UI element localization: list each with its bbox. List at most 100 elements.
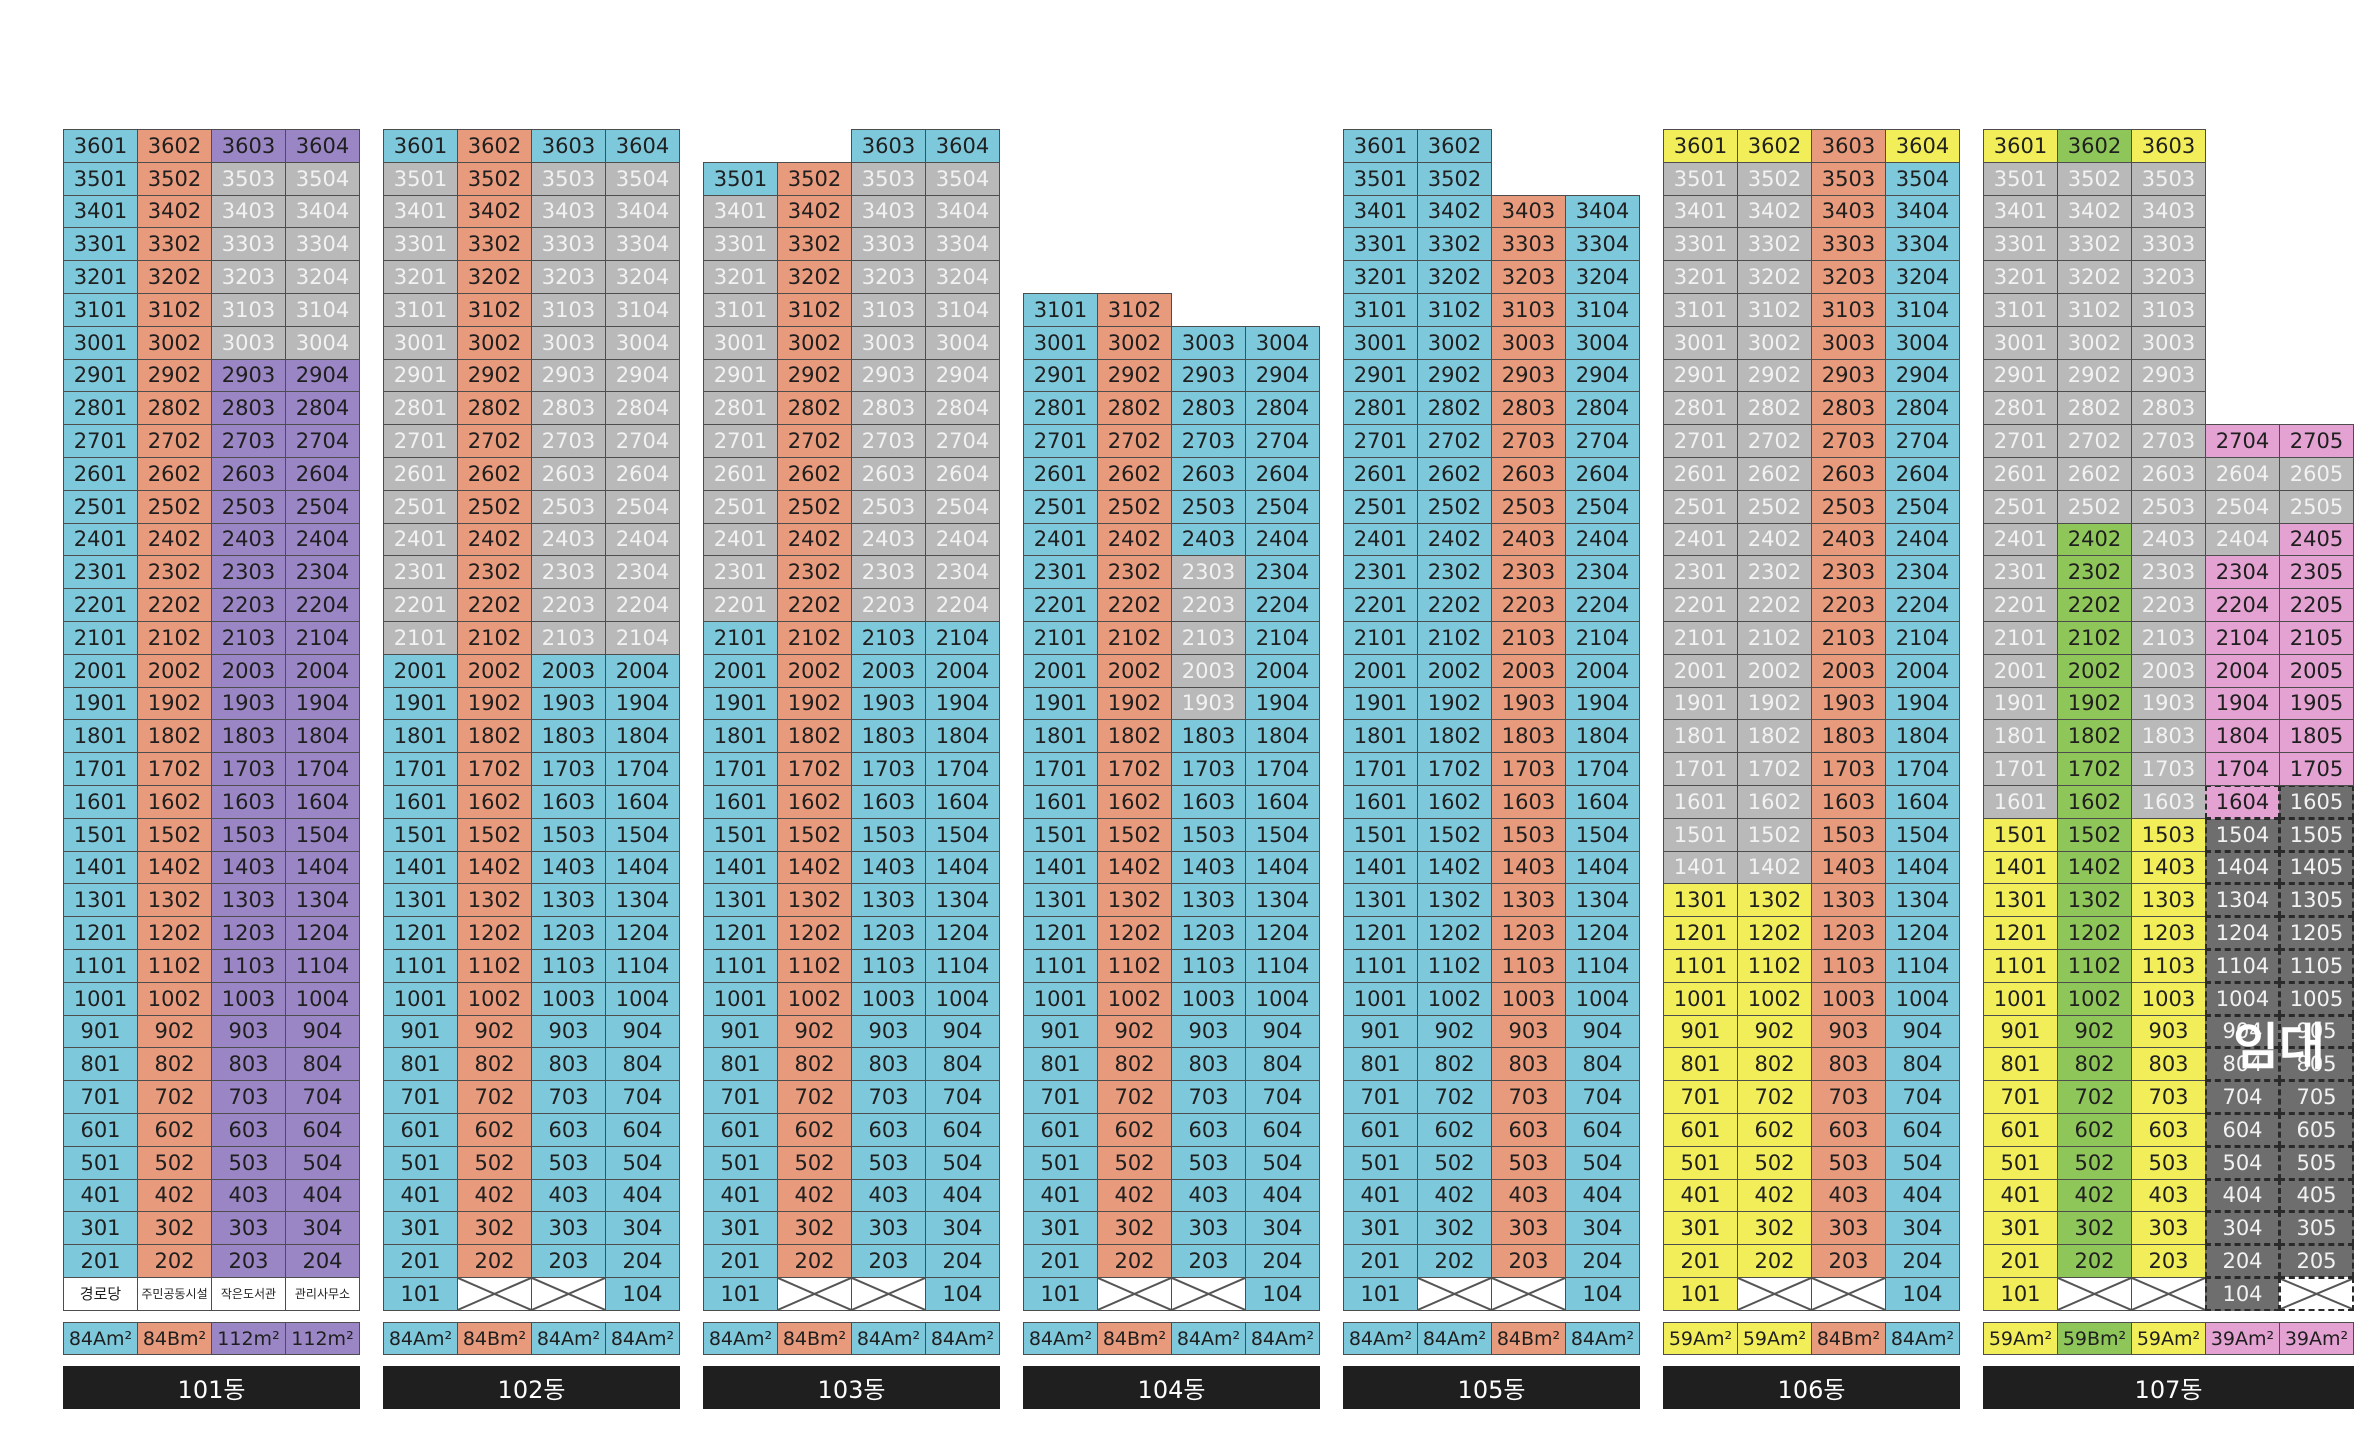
- unit-cell[interactable]: 2302: [1737, 555, 1812, 590]
- unit-cell[interactable]: 3004: [1565, 325, 1640, 360]
- unit-cell[interactable]: 501: [1983, 1145, 2058, 1180]
- unit-cell[interactable]: 1002: [457, 981, 532, 1016]
- unit-cell[interactable]: 801: [383, 1047, 458, 1082]
- unit-cell[interactable]: 1902: [1097, 686, 1172, 721]
- unit-cell[interactable]: 3004: [285, 325, 360, 360]
- unit-cell[interactable]: 3004: [605, 325, 680, 360]
- unit-cell[interactable]: 1604: [925, 785, 1000, 819]
- unit-cell[interactable]: 3203: [851, 260, 926, 294]
- unit-cell[interactable]: 1801: [1343, 719, 1418, 754]
- unit-cell[interactable]: 1101: [1663, 949, 1738, 983]
- unit-cell[interactable]: 1604: [1565, 785, 1640, 819]
- unit-cell[interactable]: 2301: [63, 555, 138, 590]
- unit-cell[interactable]: 2502: [137, 489, 212, 524]
- unit-cell[interactable]: 1304: [605, 883, 680, 918]
- unit-cell[interactable]: 2203: [1171, 588, 1246, 622]
- unit-cell[interactable]: 1703: [851, 752, 926, 786]
- unit-cell[interactable]: 3402: [777, 194, 852, 229]
- unit-cell[interactable]: 1904: [2205, 686, 2280, 721]
- unit-cell[interactable]: 1301: [1663, 883, 1738, 918]
- unit-cell[interactable]: 3002: [457, 325, 532, 360]
- unit-cell[interactable]: 2903: [1811, 358, 1886, 393]
- unit-cell[interactable]: 1304: [2205, 883, 2280, 918]
- unit-cell[interactable]: 1803: [1811, 719, 1886, 754]
- unit-cell[interactable]: 405: [2279, 1178, 2354, 1213]
- unit-cell[interactable]: 204: [925, 1244, 1000, 1278]
- unit-cell[interactable]: 2801: [383, 391, 458, 426]
- unit-cell[interactable]: 1901: [1023, 686, 1098, 721]
- unit-cell[interactable]: 1002: [1737, 981, 1812, 1016]
- unit-cell[interactable]: 1202: [1097, 916, 1172, 950]
- unit-cell[interactable]: 2403: [1491, 522, 1566, 557]
- unit-cell[interactable]: 504: [1885, 1145, 1960, 1180]
- unit-cell[interactable]: 3401: [383, 194, 458, 229]
- unit-cell[interactable]: 1701: [1663, 752, 1738, 786]
- unit-cell[interactable]: 2903: [211, 358, 286, 393]
- unit-cell[interactable]: 1102: [2057, 949, 2132, 983]
- unit-cell[interactable]: 2502: [1737, 489, 1812, 524]
- unit-cell[interactable]: 3603: [2131, 129, 2206, 163]
- unit-cell[interactable]: 2902: [1417, 358, 1492, 393]
- unit-cell[interactable]: 2003: [1171, 653, 1246, 688]
- unit-cell[interactable]: 701: [63, 1080, 138, 1114]
- unit-cell[interactable]: 3203: [211, 260, 286, 294]
- unit-cell[interactable]: 2503: [211, 489, 286, 524]
- unit-cell[interactable]: 1801: [1023, 719, 1098, 754]
- unit-cell[interactable]: 1301: [1343, 883, 1418, 918]
- unit-cell[interactable]: 2501: [383, 489, 458, 524]
- unit-cell[interactable]: 2801: [1343, 391, 1418, 426]
- unit-cell[interactable]: 2904: [1245, 358, 1320, 393]
- unit-cell[interactable]: 1303: [2131, 883, 2206, 918]
- unit-cell[interactable]: 1702: [1417, 752, 1492, 786]
- unit-cell[interactable]: 2303: [211, 555, 286, 590]
- unit-cell[interactable]: 2904: [925, 358, 1000, 393]
- unit-cell[interactable]: 2604: [605, 457, 680, 491]
- unit-cell[interactable]: 1704: [1565, 752, 1640, 786]
- unit-cell[interactable]: 2401: [1023, 522, 1098, 557]
- unit-cell[interactable]: 2202: [1097, 588, 1172, 622]
- unit-cell[interactable]: 2703: [1491, 424, 1566, 458]
- unit-cell[interactable]: 2601: [703, 457, 778, 491]
- unit-cell[interactable]: 2002: [777, 653, 852, 688]
- unit-cell[interactable]: 2503: [1491, 489, 1566, 524]
- unit-cell[interactable]: 802: [457, 1047, 532, 1082]
- unit-cell[interactable]: 403: [2131, 1178, 2206, 1213]
- unit-cell[interactable]: 2302: [1417, 555, 1492, 590]
- unit-cell[interactable]: 1602: [2057, 785, 2132, 819]
- unit-cell[interactable]: 601: [1983, 1113, 2058, 1147]
- unit-cell[interactable]: 1404: [2205, 850, 2280, 885]
- unit-cell[interactable]: 901: [1343, 1014, 1418, 1049]
- unit-cell[interactable]: 3102: [1417, 293, 1492, 327]
- unit-cell[interactable]: 903: [211, 1014, 286, 1049]
- unit-cell[interactable]: 2004: [2205, 653, 2280, 688]
- unit-cell[interactable]: 702: [1417, 1080, 1492, 1114]
- unit-cell[interactable]: 703: [2131, 1080, 2206, 1114]
- unit-cell[interactable]: 2501: [63, 489, 138, 524]
- unit-cell[interactable]: 1104: [925, 949, 1000, 983]
- unit-cell[interactable]: 201: [1983, 1244, 2058, 1278]
- unit-cell[interactable]: 101: [1023, 1277, 1098, 1311]
- unit-cell[interactable]: 2104: [605, 621, 680, 655]
- unit-cell[interactable]: 2603: [211, 457, 286, 491]
- unit-cell[interactable]: 902: [1417, 1014, 1492, 1049]
- unit-cell[interactable]: 3003: [1491, 325, 1566, 360]
- unit-cell[interactable]: 503: [1171, 1145, 1246, 1180]
- unit-cell[interactable]: 3303: [851, 227, 926, 262]
- unit-cell[interactable]: 3004: [1885, 325, 1960, 360]
- unit-cell[interactable]: 202: [457, 1244, 532, 1278]
- unit-cell[interactable]: 304: [1245, 1211, 1320, 1246]
- unit-cell[interactable]: 2704: [1885, 424, 1960, 458]
- unit-cell[interactable]: 104: [1885, 1277, 1960, 1311]
- unit-cell[interactable]: 1503: [211, 817, 286, 852]
- unit-cell[interactable]: 3302: [1737, 227, 1812, 262]
- unit-cell[interactable]: 2902: [777, 358, 852, 393]
- unit-cell[interactable]: 301: [1343, 1211, 1418, 1246]
- unit-cell[interactable]: 805: [2279, 1047, 2354, 1082]
- unit-cell[interactable]: 3204: [1565, 260, 1640, 294]
- unit-cell[interactable]: 2004: [1885, 653, 1960, 688]
- unit-cell[interactable]: 1305: [2279, 883, 2354, 918]
- unit-cell[interactable]: 1802: [1097, 719, 1172, 754]
- unit-cell[interactable]: 2301: [383, 555, 458, 590]
- unit-cell[interactable]: 2303: [851, 555, 926, 590]
- unit-cell[interactable]: 1003: [1171, 981, 1246, 1016]
